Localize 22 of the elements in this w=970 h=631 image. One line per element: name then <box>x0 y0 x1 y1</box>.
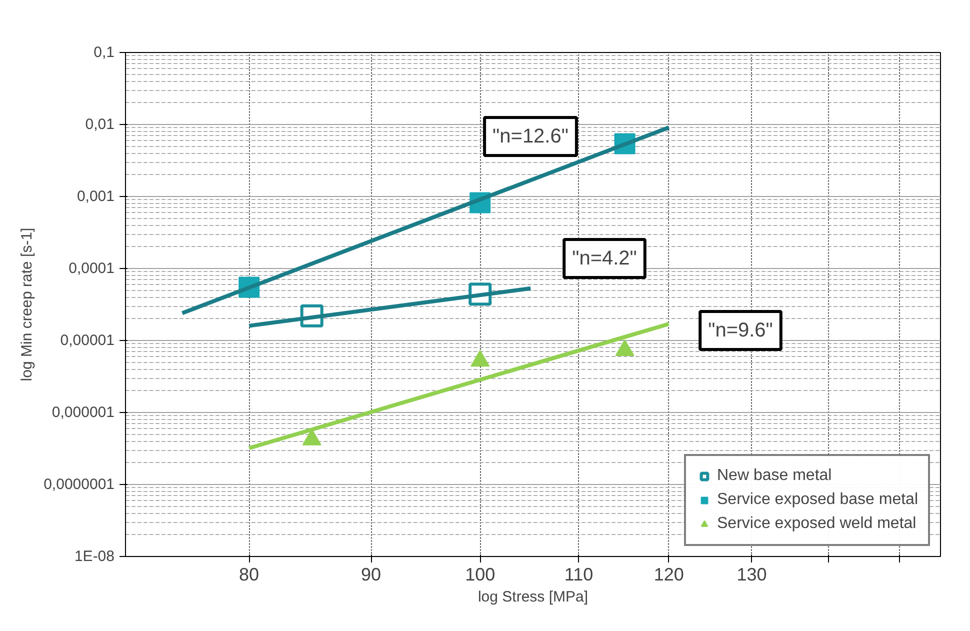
x-axis-title: log Stress [MPa] <box>478 588 588 606</box>
legend-label: Service exposed base metal <box>717 491 918 509</box>
x-tick-label: 90 <box>361 564 382 584</box>
legend-label: New base metal <box>717 467 832 485</box>
legend-label: Service exposed weld metal <box>717 515 916 533</box>
x-tick-label: 110 <box>564 564 594 584</box>
y-tick-label: 0,00001 <box>60 332 115 349</box>
y-tick-label: 0,001 <box>76 188 115 205</box>
y-axis-title: log Min creep rate [s-1] <box>18 228 36 382</box>
x-tick-label: 100 <box>465 564 496 584</box>
annotation: "n=4.2" <box>572 248 637 270</box>
x-tick-label: 80 <box>239 564 260 584</box>
y-tick-label: 1E-08 <box>74 548 115 565</box>
y-tick-label: 0,000001 <box>52 404 115 421</box>
x-tick-label: 120 <box>654 564 684 584</box>
y-tick-label: 0,0001 <box>68 260 115 277</box>
y-tick-label: 0,01 <box>85 116 115 133</box>
y-tick-label: 0,1 <box>94 44 115 61</box>
annotation: "n=9.6" <box>708 320 773 342</box>
annotation: "n=12.6" <box>492 126 568 148</box>
y-tick-label: 0,0000001 <box>44 476 114 493</box>
x-tick-label: 130 <box>736 564 767 584</box>
